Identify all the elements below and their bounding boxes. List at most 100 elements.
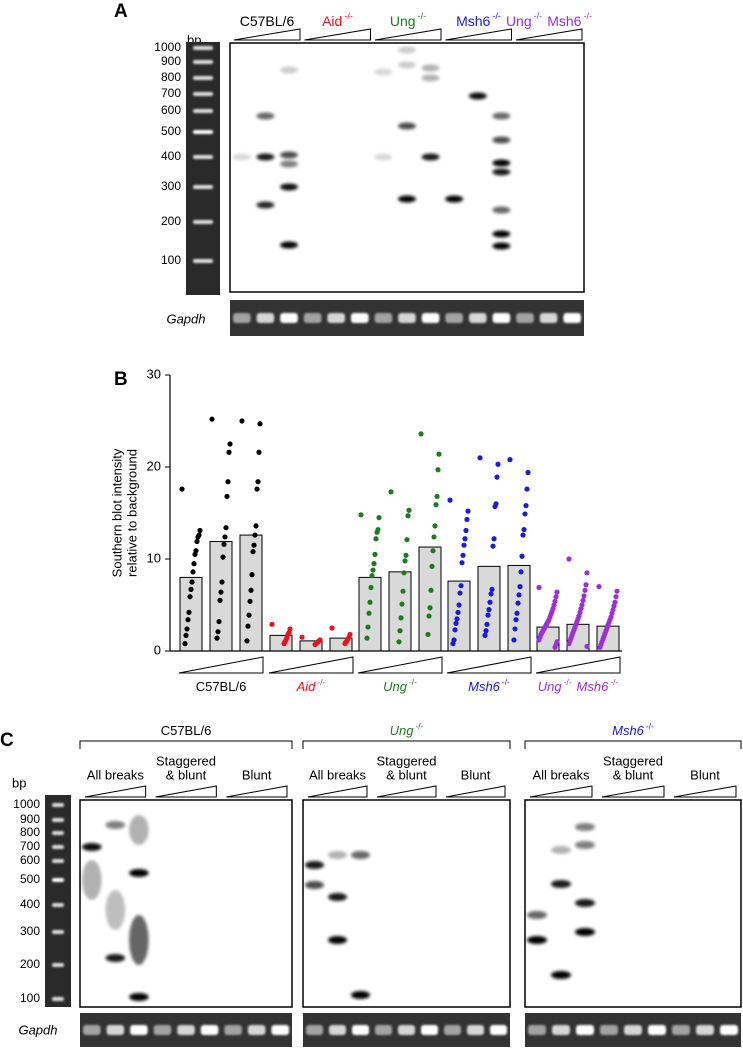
ladder-band [193,92,213,96]
data-point [216,618,222,625]
group-label: Ung -/- [390,11,426,28]
condition-label: Blunt [690,767,720,782]
ladder-band [193,130,213,134]
loading-band [224,1025,242,1035]
data-point [436,451,442,457]
data-point [596,584,602,590]
dose-triangle [601,785,665,798]
data-point [512,626,518,632]
loading-band [445,313,463,323]
ladder-band [52,859,64,863]
ladder-label: 300 [161,179,181,193]
ladder-band [193,185,213,189]
data-point [254,486,260,492]
data-point [370,567,376,573]
loading-band [83,1025,101,1035]
dose-triangle [155,785,217,798]
ladder-label: 900 [20,812,40,826]
data-point [405,513,411,519]
loading-band [200,1025,219,1035]
data-point [524,486,530,492]
ladder-label: 600 [20,853,40,867]
group-label: C57BL/6 [196,679,247,694]
data-point [514,610,520,616]
group-name: Msh6 [468,679,501,694]
loading-label: Gapdh [166,311,205,326]
data-point [584,570,590,576]
data-point [491,536,497,542]
superscript: -/- [610,677,618,687]
data-point [566,641,572,647]
ladder-band [52,803,64,807]
ladder-label: 500 [20,872,40,886]
blot-band [492,112,511,120]
data-point [582,587,588,593]
blot-band [280,160,298,168]
group-label: Msh6 -/- [456,11,501,28]
blot-band [82,843,102,851]
loading-band [280,313,298,323]
condition-label: Blunt [242,767,272,782]
data-point [244,638,250,644]
data-point [452,627,458,633]
ladder-label: 700 [20,839,40,853]
data-point [342,641,348,647]
data-point [486,607,492,613]
data-point [239,418,245,424]
ladder-label: 700 [161,86,181,100]
data-point [192,551,198,558]
ladder-band [193,220,213,224]
blot-band [129,815,149,845]
data-point [581,593,587,599]
loading-band [247,1025,266,1035]
blot-band [305,861,324,869]
data-point [250,549,256,555]
bar [388,571,412,652]
condition-label: Blunt [461,767,491,782]
blot-band [256,153,275,161]
data-point [536,584,542,591]
superscript: -/- [534,11,543,21]
dose-triangle [304,28,371,41]
data-point [456,602,462,608]
data-point [513,617,519,623]
blot-band [492,206,511,214]
loading-band [375,1025,392,1035]
data-point [525,469,531,476]
loading-band [306,1025,323,1035]
data-point [461,542,467,548]
data-point [364,635,370,641]
ladder-band [52,963,64,967]
data-point [397,628,403,634]
data-point [281,641,287,647]
blot-band [328,893,347,901]
loading-band [648,1025,666,1035]
blot-band [105,821,126,829]
data-point [221,541,227,547]
data-point [400,588,406,594]
superscript: -/- [415,721,423,731]
dose-triangle [446,656,532,674]
data-point [457,590,463,596]
ladder-band [193,109,213,113]
data-point [584,643,590,650]
blot-band [492,242,511,250]
dose-triangle [445,785,506,798]
data-point [218,589,224,595]
loading-band [720,1025,738,1035]
loading-band [329,1025,346,1035]
group-label: C57BL/6 [240,13,295,29]
loading-band [672,1025,690,1035]
data-point [433,502,439,508]
data-point [399,601,405,607]
data-point [523,503,529,509]
data-point [376,515,382,521]
blot-band [398,61,416,69]
data-point [426,613,432,619]
data-point [460,552,466,558]
data-point [252,532,258,538]
data-point [464,516,470,523]
data-point [485,612,491,618]
ladder-label: 900 [161,54,181,68]
